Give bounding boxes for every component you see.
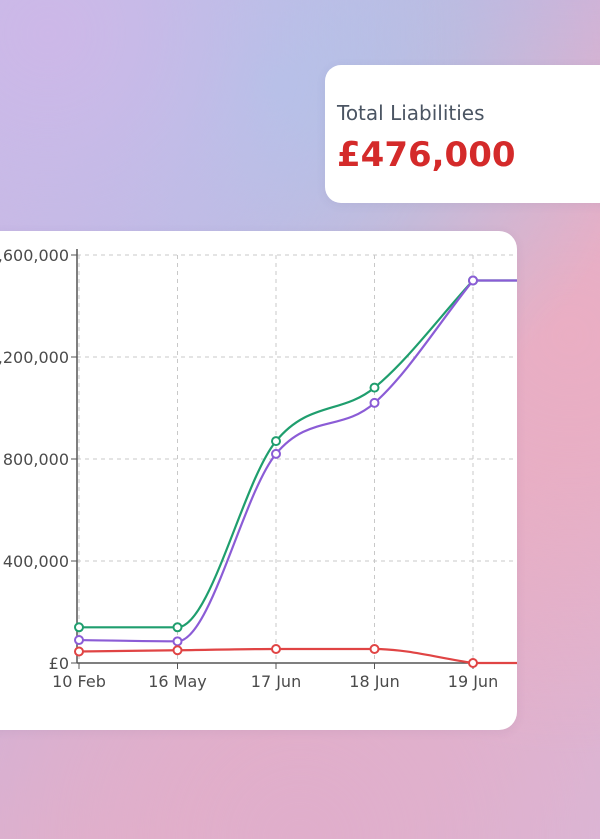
x-tick-label: 16 May (148, 672, 207, 691)
data-point-green (74, 622, 84, 633)
x-tick-label: 19 Jun (448, 672, 498, 691)
data-point-red (271, 643, 281, 654)
x-tick-label: 17 Jun (251, 672, 301, 691)
data-point-purple (468, 275, 478, 286)
data-point-red (369, 643, 380, 654)
stat-label: Total Liabilities (337, 101, 485, 125)
data-point-purple (74, 635, 84, 646)
data-point-purple (172, 636, 183, 647)
data-point-green (271, 436, 281, 447)
data-point-purple (271, 448, 281, 459)
stat-value: £476,000 (337, 135, 516, 175)
series-line-purple (78, 279, 517, 643)
data-point-red (172, 645, 183, 656)
data-point-green (369, 382, 380, 393)
line-chart: £0 400,000 800,000 1,200,000 1,600,000 10 Feb… (0, 246, 517, 691)
y-tick-label: 1,200,000 (0, 348, 69, 367)
y-tick-label: 400,000 (3, 552, 69, 571)
y-tick-label: 1,600,000 (0, 246, 69, 265)
series-line-green (79, 279, 517, 629)
chart-card: £0 400,000 800,000 1,200,000 1,600,000 10 Feb… (0, 231, 517, 730)
x-tick-label: 10 Feb (52, 672, 106, 691)
y-tick-label: £0 (49, 654, 69, 673)
data-point-purple (369, 397, 380, 408)
data-point-red (74, 646, 84, 657)
series-line-red (78, 647, 517, 665)
total-liabilities-card: Total Liabilities £476,000 (325, 65, 600, 203)
data-point-red (468, 658, 478, 668)
y-tick-label: 800,000 (3, 450, 69, 469)
data-point-green (172, 622, 183, 633)
x-tick-label: 18 Jun (349, 672, 399, 691)
